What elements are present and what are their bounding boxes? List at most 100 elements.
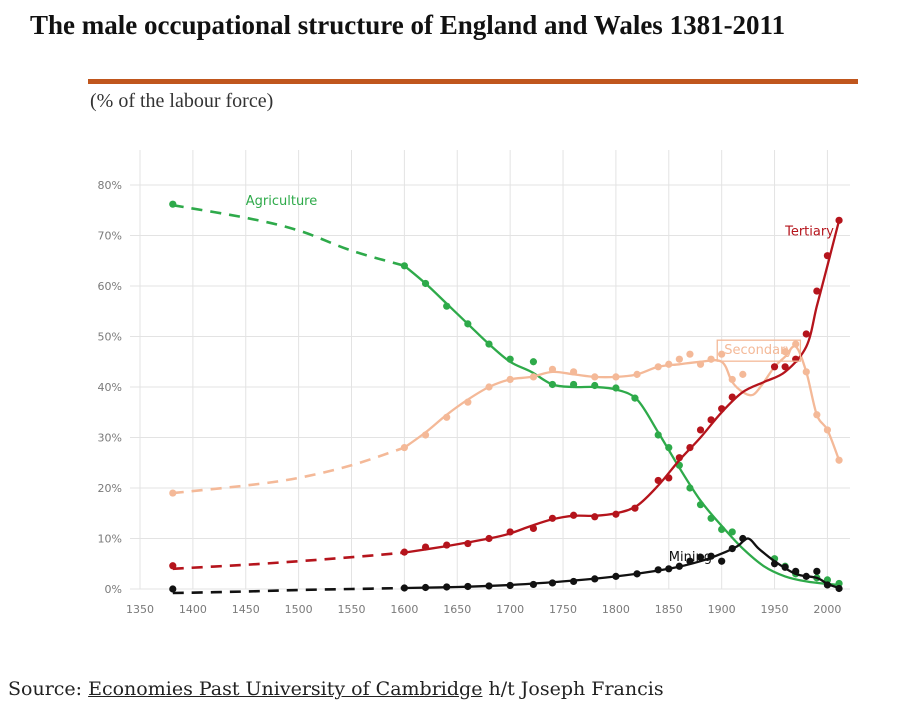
tertiary-label: Tertiary — [784, 225, 834, 240]
mining-data-point — [570, 577, 578, 586]
chart-series — [169, 200, 843, 595]
secondary-data-point — [707, 355, 715, 363]
tertiary-data-point — [631, 504, 639, 512]
secondary-data-point — [686, 350, 694, 358]
tertiary-data-point — [654, 476, 662, 485]
x-tick-label: 1350 — [126, 603, 154, 616]
secondary-data-point — [739, 370, 747, 378]
x-tick-label: 1850 — [655, 603, 683, 616]
x-tick-label: 2000 — [813, 603, 841, 616]
secondary-data-point — [570, 368, 578, 376]
agriculture-data-point — [570, 380, 578, 389]
agriculture-data-point — [612, 384, 620, 392]
agriculture-data-point — [728, 528, 736, 536]
mining-data-point — [802, 572, 810, 580]
agriculture-data-point — [707, 514, 715, 522]
agriculture-estimate-line — [172, 203, 405, 268]
tertiary-data-point — [707, 416, 715, 424]
secondary-data-point — [835, 456, 843, 464]
secondary-data-point — [506, 375, 514, 384]
mining-data-point — [665, 565, 673, 573]
secondary-data-point — [591, 373, 599, 381]
tertiary-data-point — [464, 539, 472, 548]
secondary-label-box — [716, 339, 802, 362]
y-tick-label: 50% — [98, 331, 122, 344]
mining-data-point — [654, 566, 662, 574]
y-tick-label: 30% — [98, 432, 122, 445]
mining-data-point — [792, 567, 800, 575]
y-tick-label: 0% — [105, 583, 122, 596]
agriculture-data-point — [665, 444, 673, 452]
secondary-data-point — [612, 373, 620, 381]
mining-data-point — [485, 582, 493, 590]
agriculture-data-point — [654, 431, 662, 439]
tertiary-data-point — [696, 426, 705, 434]
agriculture-data-point — [169, 200, 177, 208]
mining-data-point — [707, 552, 715, 560]
y-tick-label: 40% — [98, 381, 122, 394]
tertiary-data-point — [506, 528, 514, 536]
agriculture-data-point — [548, 380, 557, 389]
secondary-data-point — [485, 383, 493, 391]
x-tick-label: 1400 — [179, 603, 207, 616]
mining-data-point — [739, 534, 747, 543]
mining-data-point — [529, 580, 538, 589]
tertiary-data-point — [823, 252, 832, 260]
agriculture-data-point — [696, 501, 705, 509]
x-tick-label: 1650 — [443, 603, 471, 616]
mining-data-point — [633, 570, 641, 578]
chart-subtitle: (% of the labour force) — [90, 90, 274, 112]
y-tick-label: 70% — [98, 230, 122, 243]
tertiary-data-point — [665, 474, 673, 482]
secondary-estimate-line — [172, 446, 405, 495]
secondary-data-point — [696, 360, 705, 368]
tertiary-data-point — [686, 444, 694, 452]
occupational-line-chart: 1350 1400 1450 1500 1550 1600 1650 1700 1750 1800… — [98, 150, 850, 616]
mining-data-point — [813, 567, 821, 575]
secondary-label: Secondary — [724, 343, 793, 358]
source-link[interactable]: Economies Past University of Cambridge — [88, 678, 483, 700]
mining-data-point — [400, 584, 408, 592]
secondary-data-point — [548, 365, 557, 373]
tertiary-data-point — [728, 393, 736, 401]
secondary-data-point — [443, 413, 451, 421]
mining-data-point — [612, 572, 620, 580]
secondary-data-point — [675, 355, 683, 363]
agriculture-label: Agriculture — [246, 194, 318, 209]
mining-data-point — [421, 583, 430, 592]
agriculture-data-point — [718, 525, 726, 534]
tertiary-data-point — [802, 330, 810, 338]
agriculture-data-point — [443, 302, 451, 310]
mining-data-point — [506, 581, 514, 590]
tertiary-data-point — [612, 510, 620, 518]
tertiary-data-point — [400, 548, 408, 556]
mining-label: Mining — [669, 550, 712, 565]
mining-data-point — [781, 563, 789, 571]
secondary-data-point — [421, 431, 430, 439]
source-caption: Source: Economies Past University of Cam… — [8, 678, 664, 700]
mining-data-point — [548, 579, 557, 587]
secondary-data-point — [802, 368, 810, 376]
x-tick-label: 1900 — [708, 603, 736, 616]
mining-data-point — [770, 560, 779, 568]
secondary-data-point — [529, 373, 538, 381]
y-tick-label: 60% — [98, 280, 122, 293]
tertiary-data-point — [675, 454, 683, 462]
mining-data-point — [591, 575, 599, 583]
mining-data-point — [835, 584, 843, 593]
chart-title: The male occupational structure of Engla… — [30, 10, 786, 40]
tertiary-data-point — [781, 363, 789, 371]
x-tick-label: 1800 — [602, 603, 630, 616]
secondary-data-point — [633, 370, 641, 378]
secondary-line — [403, 345, 841, 461]
chart-axis-ticks: 1350 1400 1450 1500 1550 1600 1650 1700 1750 1800… — [98, 179, 842, 616]
tertiary-data-point — [529, 524, 538, 532]
tertiary-series — [169, 216, 843, 571]
mining-data-point — [169, 585, 177, 593]
agriculture-data-point — [400, 262, 408, 270]
mining-data-point — [686, 557, 694, 565]
agriculture-data-point — [529, 358, 538, 366]
secondary-series — [169, 340, 843, 497]
x-tick-label: 1950 — [761, 603, 789, 616]
tertiary-data-point — [421, 543, 430, 551]
